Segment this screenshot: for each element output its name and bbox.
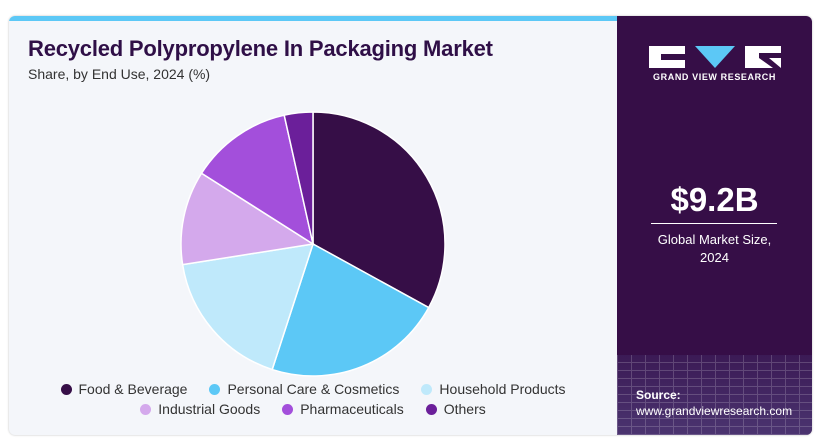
- divider: [651, 223, 777, 224]
- pie-slice-household-products: [181, 243, 315, 371]
- legend-item-others: Others: [425, 401, 486, 417]
- legend-swatch: [60, 383, 72, 395]
- legend-label: Industrial Goods: [158, 401, 261, 417]
- pie-slice-others: [283, 111, 314, 245]
- legend-label: Food & Beverage: [78, 381, 188, 397]
- pie-slice-personal-care-cosmetics: [271, 242, 430, 377]
- accent-bar: [9, 16, 617, 21]
- legend-item-household-products: Household Products: [421, 381, 566, 397]
- info-sidebar: GRAND VIEW RESEARCH $9.2B Global Market …: [617, 16, 812, 435]
- source-panel: [617, 355, 812, 435]
- legend-item-personal-care: Personal Care & Cosmetics: [209, 381, 399, 397]
- legend-label: Personal Care & Cosmetics: [227, 381, 400, 397]
- legend-item-pharmaceuticals: Pharmaceuticals: [282, 401, 404, 417]
- pie-slice-pharmaceuticals: [200, 114, 315, 246]
- market-size-label-line-1: Global Market Size,: [657, 232, 772, 247]
- legend-swatch: [140, 403, 152, 415]
- pie-slices: [180, 111, 446, 377]
- legend-row-2: Industrial Goods Pharmaceuticals Others: [9, 401, 617, 417]
- grand-view-research-logo-icon: [649, 46, 781, 68]
- legend-item-food-beverage: Food & Beverage: [60, 381, 188, 397]
- legend-swatch: [282, 403, 294, 415]
- grid-pattern: [617, 355, 812, 435]
- chart-title: Recycled Polypropylene In Packaging Mark…: [28, 36, 493, 61]
- pie-chart: [180, 111, 446, 377]
- brand-name: GRAND VIEW RESEARCH: [653, 72, 776, 82]
- pie-slice-industrial-goods: [180, 172, 316, 266]
- market-size-label: Global Market Size, 2024: [617, 231, 812, 267]
- legend-label: Household Products: [439, 381, 566, 397]
- legend-label: Others: [443, 401, 486, 417]
- legend-swatch: [425, 403, 437, 415]
- legend-item-industrial-goods: Industrial Goods: [140, 401, 260, 417]
- legend-label: Pharmaceuticals: [300, 401, 404, 417]
- legend-row-1: Food & Beverage Personal Care & Cosmetic…: [9, 381, 617, 397]
- infographic-card: Recycled Polypropylene In Packaging Mark…: [9, 16, 812, 435]
- market-size-label-line-2: 2024: [700, 250, 729, 265]
- chart-subtitle: Share, by End Use, 2024 (%): [28, 66, 211, 82]
- legend-swatch: [421, 383, 433, 395]
- pie-slice-food-beverage: [312, 111, 446, 309]
- legend-swatch: [209, 383, 221, 395]
- source-link[interactable]: www.grandviewresearch.com: [636, 404, 793, 418]
- market-size-value: $9.2B: [670, 181, 759, 218]
- source-label: Source:: [636, 388, 681, 402]
